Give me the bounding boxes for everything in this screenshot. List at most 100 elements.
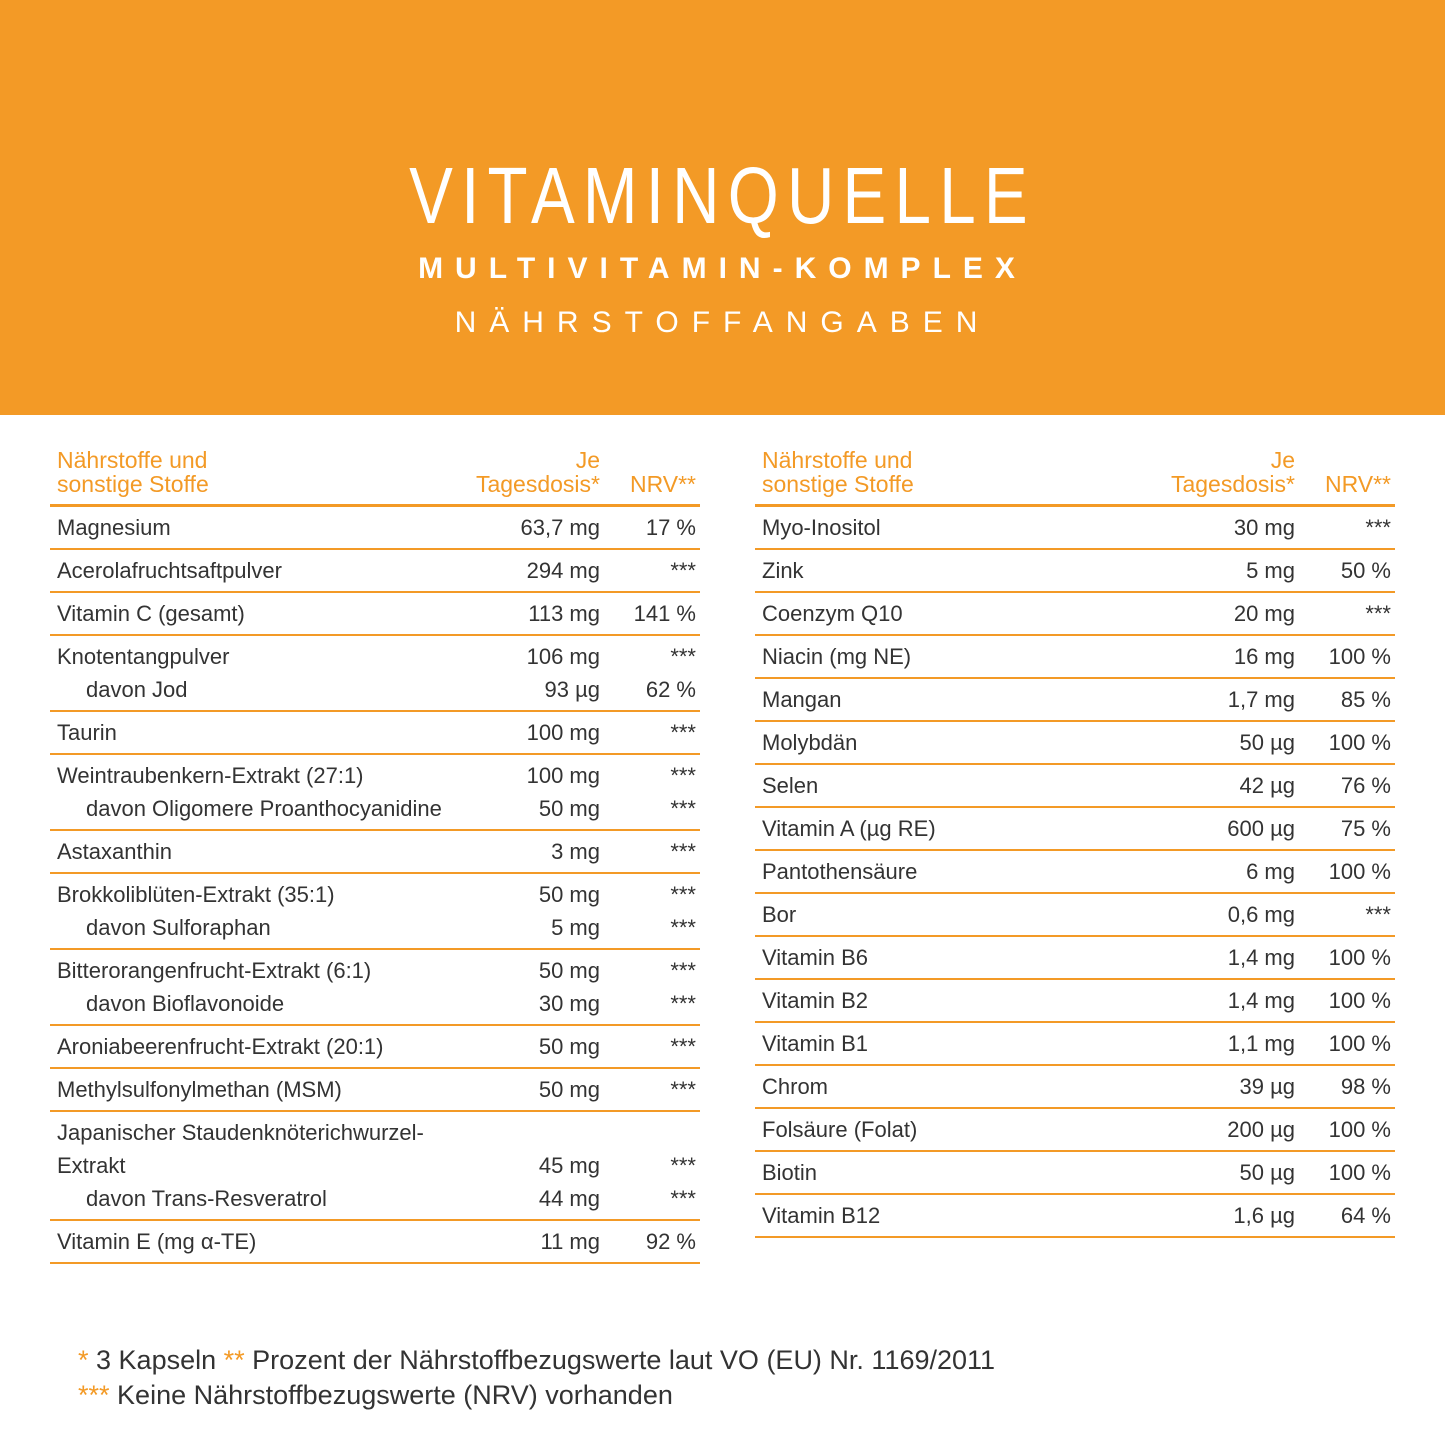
row-group: Myo-Inositol 30 mg *** xyxy=(755,507,1395,550)
daily-amount: 1,1 mg xyxy=(1227,1031,1295,1056)
nutrient-name: davon Jod xyxy=(86,677,188,702)
daily-amount: 50 mg xyxy=(538,1077,600,1102)
column-header: Nährstoffe und sonstige Stoffe xyxy=(762,447,914,497)
table-row: Chrom 39 µg 98 % xyxy=(755,1070,1395,1103)
subtitle: MULTIVITAMIN-KOMPLEX xyxy=(418,252,1027,285)
nutrient-name: davon Sulforaphan xyxy=(86,915,271,940)
footnote-text: Keine Nährstoffbezugswerte (NRV) vorhand… xyxy=(117,1380,673,1410)
row-group: Weintraubenkern-Extrakt (27:1) 100 mg *** d… xyxy=(50,755,700,831)
table-row: Vitamin B1 1,1 mg 100 % xyxy=(755,1027,1395,1060)
nutrient-name: Japanischer Staudenknöterichwurzel-Extra… xyxy=(57,1120,424,1178)
table-row: Coenzym Q10 20 mg *** xyxy=(755,597,1395,630)
table-row: Astaxanthin 3 mg *** xyxy=(50,835,700,868)
nutrient-name: Folsäure (Folat) xyxy=(762,1117,918,1142)
row-group: Zink 5 mg 50 % xyxy=(755,550,1395,593)
daily-amount: 5 mg xyxy=(1246,558,1295,583)
nutrient-name: Myo-Inositol xyxy=(762,515,881,540)
nrv-value: *** xyxy=(670,915,696,940)
table-row: Japanischer Staudenknöterichwurzel-Extra… xyxy=(50,1116,700,1182)
nrv-value: *** xyxy=(670,720,696,745)
nrv-value: 75 % xyxy=(1340,816,1391,841)
nrv-value: 100 % xyxy=(1328,1160,1391,1185)
nutrient-name: Pantothensäure xyxy=(762,859,918,884)
column-header: Je Tagesdosis* xyxy=(1170,447,1295,497)
daily-amount: 106 mg xyxy=(526,644,600,669)
column-header: NRV** xyxy=(1324,471,1391,497)
nutrient-name: davon Trans-Resveratrol xyxy=(86,1186,327,1211)
daily-amount: 50 mg xyxy=(538,958,600,983)
row-group: Taurin 100 mg *** xyxy=(50,712,700,755)
section-title: NÄHRSTOFFANGABEN xyxy=(454,306,991,339)
nrv-value: *** xyxy=(670,958,696,983)
table-row: davon Trans-Resveratrol 44 mg *** xyxy=(50,1182,700,1215)
nrv-value: 17 % xyxy=(645,515,696,540)
nutrient-name: Acerolafruchtsaftpulver xyxy=(57,558,282,583)
nrv-value: 92 % xyxy=(645,1229,696,1254)
daily-amount: 42 µg xyxy=(1239,773,1296,798)
row-group: Brokkoliblüten-Extrakt (35:1) 50 mg *** dav… xyxy=(50,874,700,950)
table-row: Molybdän 50 µg 100 % xyxy=(755,726,1395,759)
nutrient-name: Vitamin C (gesamt) xyxy=(57,601,245,626)
daily-amount: 50 mg xyxy=(538,1034,600,1059)
daily-amount: 6 mg xyxy=(1246,859,1295,884)
nrv-value: 100 % xyxy=(1328,730,1391,755)
table-row: Pantothensäure 6 mg 100 % xyxy=(755,855,1395,888)
nrv-value: *** xyxy=(670,1077,696,1102)
daily-amount: 20 mg xyxy=(1233,601,1295,626)
nutrient-name: Taurin xyxy=(57,720,117,745)
nrv-value: *** xyxy=(670,1153,696,1178)
nutrient-name: Vitamin B2 xyxy=(762,988,868,1013)
daily-amount: 93 µg xyxy=(544,677,601,702)
nutrient-name: Vitamin A (µg RE) xyxy=(762,816,936,841)
table-row: Methylsulfonylmethan (MSM) 50 mg *** xyxy=(50,1073,700,1106)
nutrient-name: Vitamin B12 xyxy=(762,1203,881,1228)
daily-amount: 16 mg xyxy=(1233,644,1295,669)
row-group: Selen 42 µg 76 % xyxy=(755,765,1395,808)
nrv-value: *** xyxy=(670,558,696,583)
daily-amount: 294 mg xyxy=(526,558,600,583)
row-group: Niacin (mg NE) 16 mg 100 % xyxy=(755,636,1395,679)
nrv-value: *** xyxy=(1365,515,1391,540)
nrv-value: 62 % xyxy=(645,677,696,702)
nrv-value: 100 % xyxy=(1328,859,1391,884)
footnote-text: Prozent der Nährstoffbezugswerte laut VO… xyxy=(252,1345,996,1375)
nrv-value: 141 % xyxy=(633,601,696,626)
nutrient-table: Nährstoffe und sonstige Stoffe Je Tagesdo… xyxy=(50,448,700,1264)
row-group: Vitamin B6 1,4 mg 100 % xyxy=(755,937,1395,980)
daily-amount: 50 µg xyxy=(1239,1160,1296,1185)
table-row: Zink 5 mg 50 % xyxy=(755,554,1395,587)
nutrient-name: Molybdän xyxy=(762,730,858,755)
table-row: Weintraubenkern-Extrakt (27:1) 100 mg *** xyxy=(50,759,700,792)
header: VITAMINQUELLE MULTIVITAMIN-KOMPLEX NÄHRS… xyxy=(0,0,1445,415)
table-row: Acerolafruchtsaftpulver 294 mg *** xyxy=(50,554,700,587)
nutrient-name: Bor xyxy=(762,902,797,927)
daily-amount: 11 mg xyxy=(540,1229,600,1254)
row-group: Japanischer Staudenknöterichwurzel-Extra… xyxy=(50,1112,700,1221)
table-row: Brokkoliblüten-Extrakt (35:1) 50 mg *** xyxy=(50,878,700,911)
table-row: Bor 0,6 mg *** xyxy=(755,898,1395,931)
row-group: Mangan 1,7 mg 85 % xyxy=(755,679,1395,722)
table-row: Niacin (mg NE) 16 mg 100 % xyxy=(755,640,1395,673)
nrv-value: *** xyxy=(670,1034,696,1059)
nrv-value: 85 % xyxy=(1340,687,1391,712)
nutrient-name: Vitamin B6 xyxy=(762,945,868,970)
row-group: Pantothensäure 6 mg 100 % xyxy=(755,851,1395,894)
nrv-value: *** xyxy=(1365,601,1391,626)
table-row: Myo-Inositol 30 mg *** xyxy=(755,511,1395,544)
nrv-value: 98 % xyxy=(1340,1074,1391,1099)
nutrient-name: Magnesium xyxy=(57,515,171,540)
table-row: Mangan 1,7 mg 85 % xyxy=(755,683,1395,716)
nutrient-name: Knotentangpulver xyxy=(57,644,230,669)
row-group: Vitamin E (mg α-TE) 11 mg 92 % xyxy=(50,1221,700,1264)
nrv-value: *** xyxy=(670,882,696,907)
daily-amount: 50 mg xyxy=(538,796,600,821)
row-group: Bor 0,6 mg *** xyxy=(755,894,1395,937)
nutrient-name: Vitamin E (mg α-TE) xyxy=(57,1229,257,1254)
nutrient-name: Mangan xyxy=(762,687,842,712)
nutrient-name: Niacin (mg NE) xyxy=(762,644,912,669)
nutrient-name: davon Bioflavonoide xyxy=(86,991,285,1016)
row-group: Vitamin B1 1,1 mg 100 % xyxy=(755,1023,1395,1066)
daily-amount: 30 mg xyxy=(1233,515,1295,540)
nrv-value: 100 % xyxy=(1328,988,1391,1013)
